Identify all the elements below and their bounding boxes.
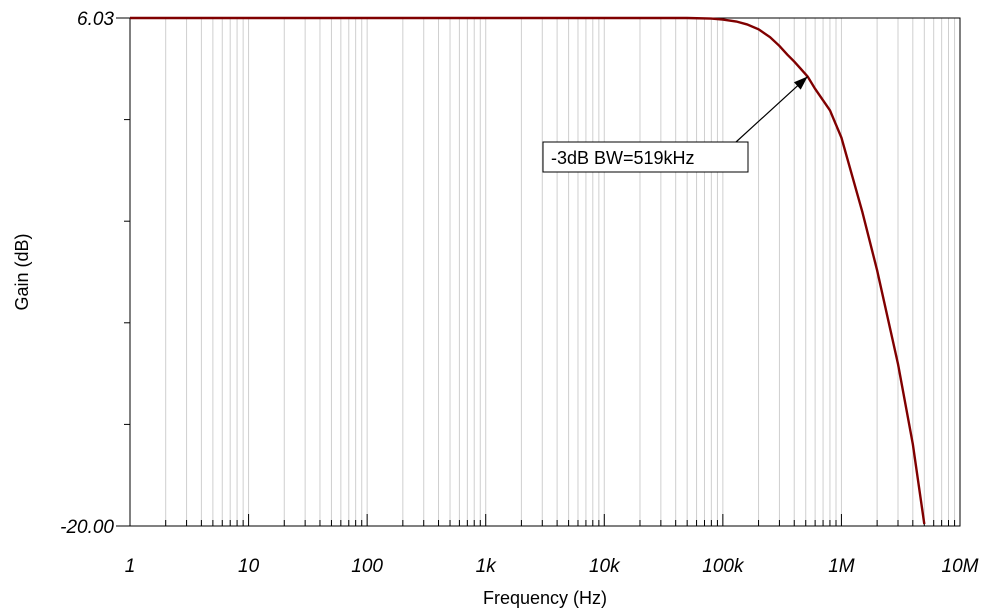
x-tick-label: 10k (589, 556, 621, 577)
y-axis-ticks: 6.03 -20.00 (60, 9, 130, 538)
x-axis-ticks: 1 10 100 1k 10k 100k 1M 10M (125, 514, 979, 577)
gain-curve (130, 16, 926, 525)
x-tick-label: 10 (238, 556, 260, 577)
annotation-text: -3dB BW=519kHz (551, 148, 695, 168)
annotation-leader-line (735, 76, 809, 143)
x-tick-label: 10M (942, 556, 979, 577)
annotation-box (542, 141, 749, 173)
x-axis-title: Frequency (Hz) (483, 588, 607, 608)
y-tick-label: 6.03 (77, 9, 114, 30)
x-tick-label: 1M (828, 556, 855, 577)
x-tick-label: 1k (476, 556, 498, 577)
y-axis-title: Gain (dB) (12, 233, 32, 310)
annotation-arrowhead (793, 76, 808, 90)
x-minor-ticks (165, 520, 956, 526)
x-tick-label: 1 (125, 556, 136, 577)
x-tick-label: 100k (702, 556, 745, 577)
y-tick-label: -20.00 (60, 517, 114, 538)
x-tick-label: 100 (351, 556, 383, 577)
grid-lines (165, 18, 956, 526)
bandwidth-annotation: -3dB BW=519kHz (542, 76, 809, 173)
